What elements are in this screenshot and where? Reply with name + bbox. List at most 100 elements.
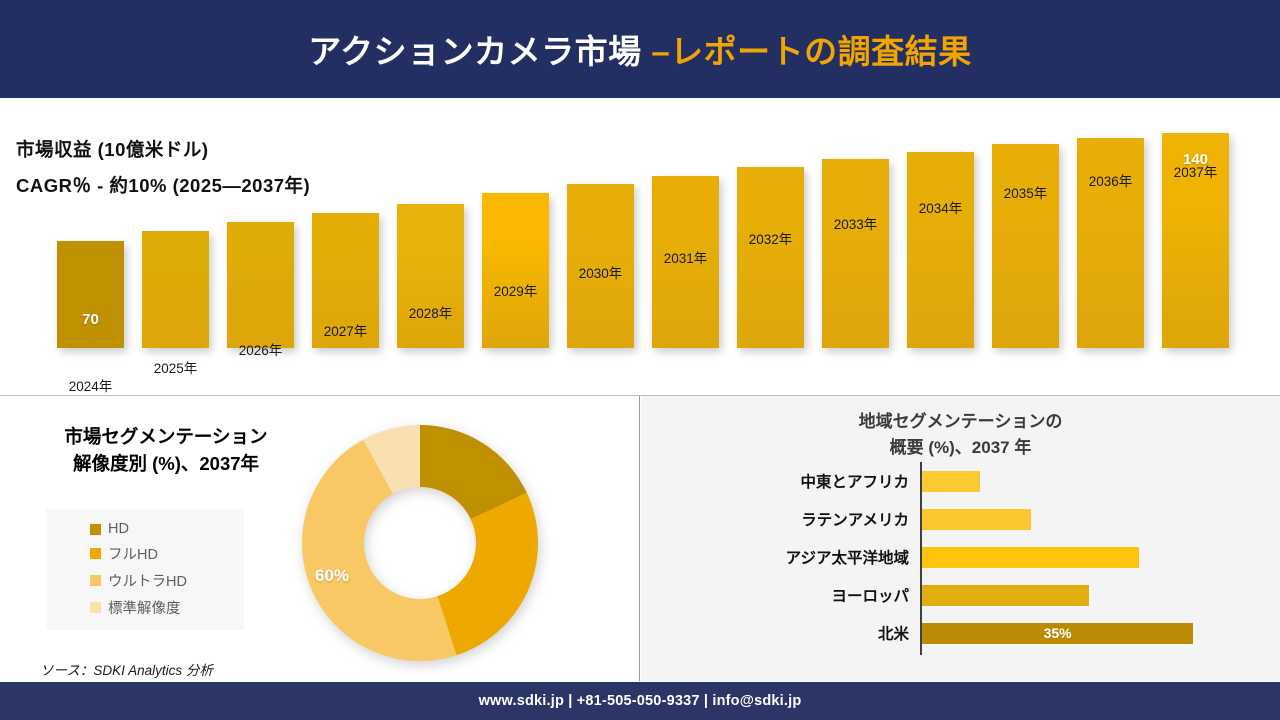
page-title-accent: –レポートの調査結果 <box>651 33 972 70</box>
footer-contact: www.sdki.jp | +81-505-050-9337 | info@sd… <box>478 693 802 709</box>
donut-legend-label: ウルトラHD <box>108 574 187 590</box>
region-bar-row: ヨーロッパ <box>641 576 1280 614</box>
revenue-bar-value-label: 70 <box>82 311 99 328</box>
segmentation-donut-panel: 市場セグメンテーション 解像度別 (%)、2037年 HD フルHD ウルトラHD 標… <box>0 396 640 681</box>
donut-legend-label: 標準解像度 <box>108 601 181 617</box>
revenue-bar <box>142 231 209 348</box>
region-bar-row: アジア太平洋地域 <box>641 538 1280 576</box>
revenue-bars-container: 70 2024年 2025年 2026年 2027年 2028年 2029年 2030年 203… <box>48 118 1238 394</box>
revenue-bar-column: 2029年 <box>482 193 549 348</box>
revenue-bar-tick-label: 2031年 <box>663 250 708 266</box>
revenue-bar: 70 <box>57 240 124 348</box>
donut-title-line2: 解像度別 (%)、2037年 <box>72 452 260 474</box>
donut-legend: HD フルHD ウルトラHD 標準解像度 <box>46 509 244 630</box>
revenue-bar-tick-label: 2034年 <box>918 201 963 217</box>
region-bar-label: 北米 <box>877 626 909 643</box>
donut-slice-label: 60% <box>315 566 350 585</box>
donut-chart-title: 市場セグメンテーション 解像度別 (%)、2037年 <box>28 424 304 478</box>
region-title-line2: 概要 (%)、2037 年 <box>889 437 1032 457</box>
revenue-bar-column: 2028年 <box>397 203 464 348</box>
revenue-bar-tick-label: 2037年 <box>1173 164 1218 180</box>
cagr-note: CAGR％ - 約10% (2025―2037年) <box>16 175 311 196</box>
region-bar-label: ラテンアメリカ <box>801 512 909 529</box>
revenue-bar-tick-label: 2029年 <box>493 284 538 300</box>
legend-swatch-icon <box>90 548 101 559</box>
region-bar <box>922 508 1031 530</box>
revenue-bar-tick-label: 2030年 <box>578 265 623 281</box>
revenue-bar-tick-label: 2025年 <box>153 360 198 376</box>
revenue-bar-column: 2026年 <box>227 222 294 358</box>
legend-swatch-icon <box>90 575 101 586</box>
region-plot-area: 中東とアフリカ ラテンアメリカアジア太平洋地域ヨーロッパ北米 35% <box>641 462 1280 662</box>
donut-slice[interactable] <box>420 425 527 520</box>
revenue-bar-tick-label: 2024年 <box>68 379 113 395</box>
revenue-bar-column: 2036年 <box>1077 137 1144 348</box>
legend-swatch-icon <box>90 523 101 535</box>
legend-swatch-icon <box>90 602 101 613</box>
revenue-bar <box>822 159 889 348</box>
region-bar: 35% <box>922 622 1194 644</box>
region-bar <box>922 470 981 492</box>
revenue-bar-tick-label: 2027年 <box>323 324 368 340</box>
revenue-bar <box>1077 137 1144 348</box>
region-bar-label: アジア太平洋地域 <box>785 550 909 567</box>
donut-title-line1: 市場セグメンテーション <box>64 426 268 447</box>
page-title: アクションカメラ市場 –レポートの調査結果 <box>308 25 971 73</box>
revenue-bar <box>737 167 804 348</box>
revenue-bar <box>567 183 634 348</box>
revenue-bar-value-label: 140 <box>1182 151 1209 169</box>
region-bar-label: 中東とアフリカ <box>800 474 909 491</box>
region-bar-label: ヨーロッパ <box>831 588 909 605</box>
revenue-chart-annotations: 市場収益 (10億米ドル) CAGR％ - 約10% (2025―2037年) <box>16 136 310 198</box>
donut-legend-item[interactable]: HD <box>46 518 244 540</box>
region-bar-row: 中東とアフリカ <box>641 462 1280 500</box>
revenue-bar <box>652 176 719 348</box>
revenue-bar <box>992 144 1059 348</box>
donut-legend-item[interactable]: 標準解像度 <box>46 594 244 621</box>
revenue-bar-tick-label: 2026年 <box>238 342 283 358</box>
page-title-main: アクションカメラ市場 <box>308 33 652 70</box>
revenue-bar <box>907 151 974 348</box>
page-header: アクションカメラ市場 –レポートの調査結果 <box>0 0 1280 98</box>
revenue-bar-column: 2025年 <box>142 231 209 376</box>
donut-legend-label: HD <box>108 521 129 537</box>
region-bar <box>922 584 1089 606</box>
region-bar-row: 北米 35% <box>641 614 1280 652</box>
revenue-bar-column: 70 2024年 <box>57 240 124 394</box>
region-bar <box>922 546 1139 568</box>
revenue-bar-column: 2033年 <box>822 159 889 348</box>
donut-slice[interactable] <box>363 425 420 494</box>
region-title-line1: 地域セグメンテーションの <box>858 412 1063 431</box>
revenue-bar-column: 2035年 <box>992 144 1059 348</box>
region-bar-value-label: 35% <box>1043 624 1072 641</box>
revenue-bar <box>227 222 294 348</box>
revenue-bar <box>312 213 379 348</box>
revenue-bar <box>482 193 549 348</box>
revenue-bar-column: 2031年 <box>652 176 719 348</box>
source-note: ソース：SDKI Analytics 分析 <box>40 663 213 678</box>
region-chart-title: 地域セグメンテーションの 概要 (%)、2037 年 <box>641 409 1280 460</box>
region-bar-row: ラテンアメリカ <box>641 500 1280 538</box>
donut-slice[interactable] <box>437 492 538 656</box>
revenue-bar-column: 2030年 <box>567 183 634 348</box>
revenue-bar-column: 140 2037年 <box>1162 133 1229 348</box>
revenue-bar <box>397 203 464 348</box>
revenue-bar-chart-panel: 市場収益 (10億米ドル) CAGR％ - 約10% (2025―2037年) … <box>0 98 1280 396</box>
revenue-bar-column: 2032年 <box>737 167 804 348</box>
revenue-bar-column: 2027年 <box>312 213 379 348</box>
page-footer: www.sdki.jp | +81-505-050-9337 | info@sd… <box>0 682 1280 720</box>
revenue-axis-note: 市場収益 (10億米ドル) <box>16 139 209 160</box>
revenue-bar: 140 <box>1162 133 1229 348</box>
donut-chart: 60% <box>295 418 545 668</box>
revenue-bar-column: 2034年 <box>907 151 974 348</box>
revenue-bar-tick-label: 2035年 <box>1003 186 1048 202</box>
revenue-bar-tick-label: 2032年 <box>748 232 793 248</box>
donut-chart-svg <box>301 425 538 661</box>
region-bar-chart-panel: 地域セグメンテーションの 概要 (%)、2037 年 中東とアフリカ ラテンアメリ… <box>641 396 1280 681</box>
donut-legend-label: フルHD <box>108 547 158 563</box>
revenue-bar-tick-label: 2036年 <box>1088 173 1133 189</box>
donut-legend-item[interactable]: ウルトラHD <box>46 567 244 594</box>
donut-legend-item[interactable]: フルHD <box>46 540 244 567</box>
revenue-bar-tick-label: 2028年 <box>408 305 453 321</box>
donut-slice[interactable] <box>301 439 457 661</box>
